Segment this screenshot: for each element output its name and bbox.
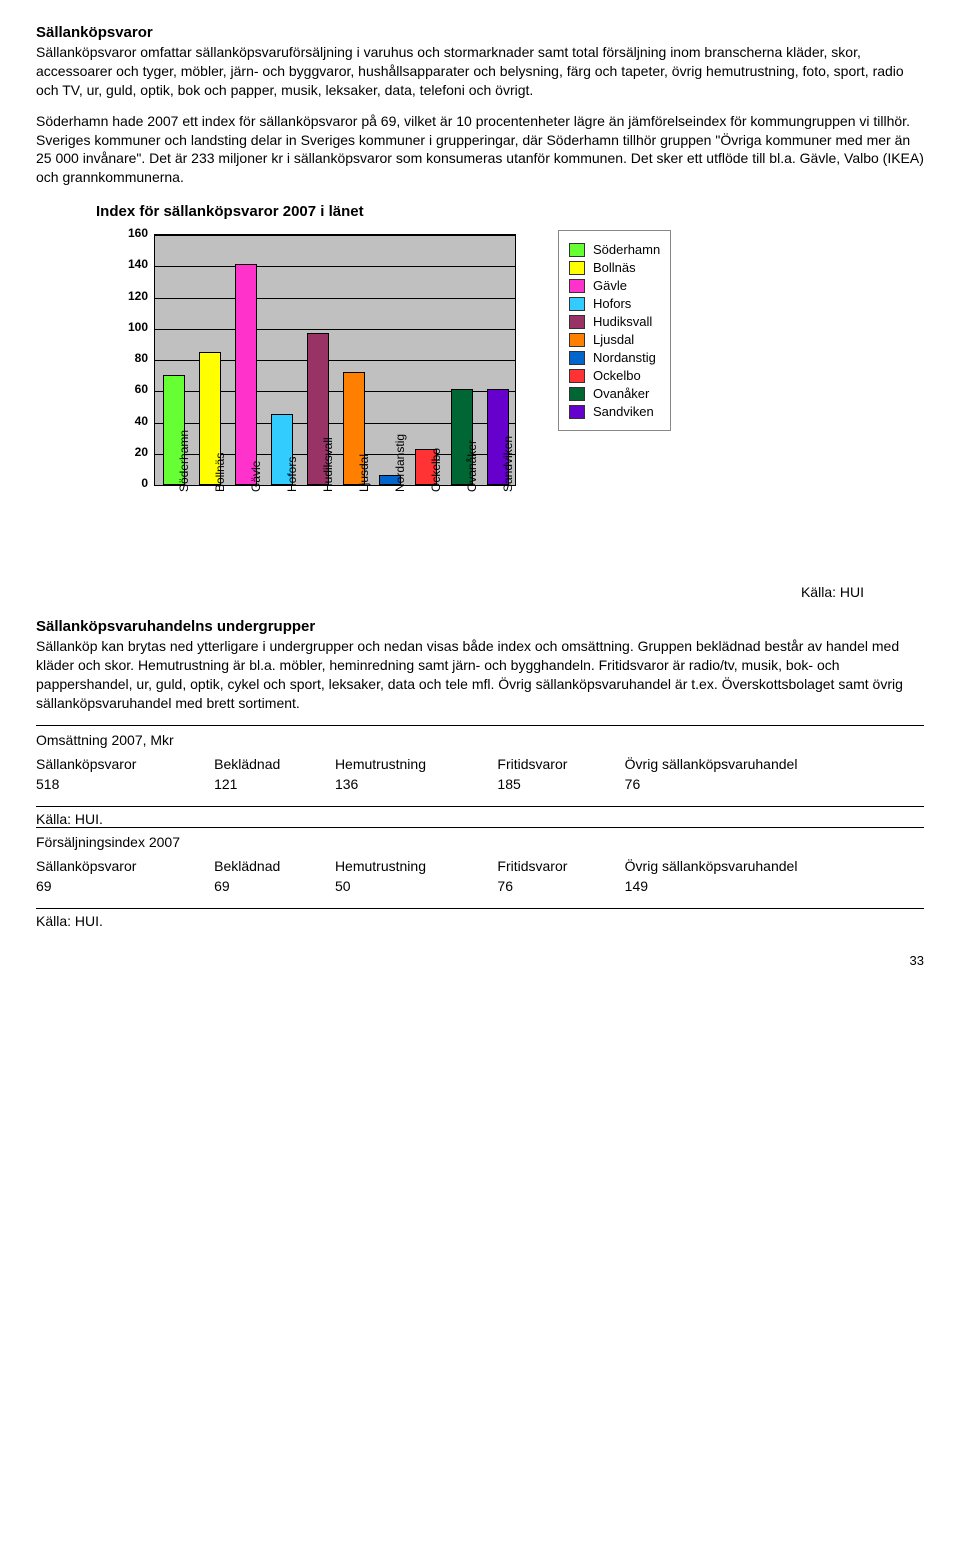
legend-swatch — [569, 279, 585, 293]
legend-label: Ovanåker — [593, 386, 649, 401]
table1-heading: Omsättning 2007, Mkr — [36, 732, 924, 748]
legend-swatch — [569, 369, 585, 383]
legend-swatch — [569, 405, 585, 419]
bar-gävle — [235, 264, 257, 485]
table2-col3: Fritidsvaror — [497, 856, 624, 876]
chart-source: Källa: HUI — [36, 584, 864, 600]
section1-p2: Söderhamn hade 2007 ett index för sällan… — [36, 112, 924, 188]
section1-title: Sällanköpsvaror — [36, 24, 924, 41]
table2-col0: Sällanköpsvaror — [36, 856, 214, 876]
legend-swatch — [569, 261, 585, 275]
table1: Sällanköpsvaror Beklädnad Hemutrustning … — [36, 754, 924, 794]
legend-label: Hudiksvall — [593, 314, 652, 329]
table1-col2: Hemutrustning — [335, 754, 497, 774]
legend-item: Söderhamn — [569, 242, 660, 257]
table2-source: Källa: HUI. — [36, 913, 924, 929]
table2-v2: 50 — [335, 876, 497, 896]
legend-item: Hofors — [569, 296, 660, 311]
table2-v4: 149 — [625, 876, 924, 896]
table1-v4: 76 — [625, 774, 924, 794]
legend-item: Nordanstig — [569, 350, 660, 365]
legend-label: Sandviken — [593, 404, 654, 419]
legend-label: Nordanstig — [593, 350, 656, 365]
page-number: 33 — [36, 953, 924, 968]
table-row: 69 69 50 76 149 — [36, 876, 924, 896]
legend-swatch — [569, 351, 585, 365]
legend-label: Gävle — [593, 278, 627, 293]
legend-item: Gävle — [569, 278, 660, 293]
table1-col0: Sällanköpsvaror — [36, 754, 214, 774]
table1-v3: 185 — [497, 774, 624, 794]
table-row: 518 121 136 185 76 — [36, 774, 924, 794]
table1-col4: Övrig sällanköpsvaruhandel — [625, 754, 924, 774]
legend-label: Söderhamn — [593, 242, 660, 257]
table2-v3: 76 — [497, 876, 624, 896]
table2-heading: Försäljningsindex 2007 — [36, 834, 924, 850]
section2-p1: Sällanköp kan brytas ned ytterligare i u… — [36, 637, 924, 713]
table2-block: Försäljningsindex 2007 Sällanköpsvaror B… — [36, 827, 924, 909]
table1-col1: Beklädnad — [214, 754, 335, 774]
table2-col1: Beklädnad — [214, 856, 335, 876]
table1-v0: 518 — [36, 774, 214, 794]
legend-item: Ockelbo — [569, 368, 660, 383]
chart-container: 020406080100120140160SöderhamnBollnäsGäv… — [116, 230, 924, 564]
table2: Sällanköpsvaror Beklädnad Hemutrustning … — [36, 856, 924, 896]
bar-chart: 020406080100120140160SöderhamnBollnäsGäv… — [116, 230, 518, 564]
chart-legend: Söderhamn Bollnäs Gävle Hofors Hudiksvall Lju… — [558, 230, 671, 431]
legend-item: Hudiksvall — [569, 314, 660, 329]
legend-label: Ljusdal — [593, 332, 634, 347]
section2-title: Sällanköpsvaruhandelns undergrupper — [36, 618, 924, 635]
table1-v1: 121 — [214, 774, 335, 794]
table1-block: Omsättning 2007, Mkr Sällanköpsvaror Bek… — [36, 725, 924, 807]
legend-item: Ovanåker — [569, 386, 660, 401]
legend-swatch — [569, 333, 585, 347]
section1-p1: Sällanköpsvaror omfattar sällanköpsvaruf… — [36, 43, 924, 100]
legend-item: Ljusdal — [569, 332, 660, 347]
legend-label: Ockelbo — [593, 368, 641, 383]
table2-v1: 69 — [214, 876, 335, 896]
legend-item: Sandviken — [569, 404, 660, 419]
legend-swatch — [569, 315, 585, 329]
table2-col2: Hemutrustning — [335, 856, 497, 876]
legend-swatch — [569, 387, 585, 401]
table1-v2: 136 — [335, 774, 497, 794]
legend-label: Bollnäs — [593, 260, 636, 275]
table2-v0: 69 — [36, 876, 214, 896]
table-row: Sällanköpsvaror Beklädnad Hemutrustning … — [36, 754, 924, 774]
legend-swatch — [569, 297, 585, 311]
legend-item: Bollnäs — [569, 260, 660, 275]
legend-swatch — [569, 243, 585, 257]
chart-title: Index för sällanköpsvaror 2007 i länet — [96, 203, 924, 220]
legend-label: Hofors — [593, 296, 631, 311]
table1-source: Källa: HUI. — [36, 811, 924, 827]
table1-col3: Fritidsvaror — [497, 754, 624, 774]
table2-col4: Övrig sällanköpsvaruhandel — [625, 856, 924, 876]
table-row: Sällanköpsvaror Beklädnad Hemutrustning … — [36, 856, 924, 876]
